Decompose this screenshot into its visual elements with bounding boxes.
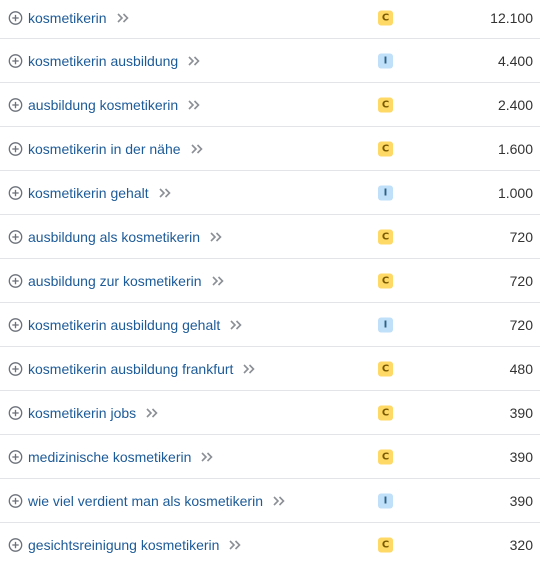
search-volume: 12.100: [490, 9, 533, 26]
table-row: medizinische kosmetikerin C 390: [0, 435, 540, 479]
add-keyword-icon[interactable]: [8, 97, 23, 112]
search-volume: 390: [509, 404, 533, 421]
keyword-link[interactable]: kosmetikerin jobs: [28, 405, 159, 421]
add-keyword-icon[interactable]: [8, 273, 23, 288]
add-keyword-icon[interactable]: [8, 229, 23, 244]
table-row: gesichtsreinigung kosmetikerin C 320: [0, 523, 540, 567]
double-chevron-right-icon[interactable]: [158, 187, 172, 199]
double-chevron-right-icon[interactable]: [211, 275, 225, 287]
add-keyword-icon[interactable]: [8, 361, 23, 376]
keyword-link[interactable]: kosmetikerin in der nähe: [28, 141, 204, 157]
double-chevron-right-icon[interactable]: [187, 99, 201, 111]
double-chevron-right-icon[interactable]: [116, 12, 130, 24]
add-keyword-icon[interactable]: [8, 317, 23, 332]
search-volume: 480: [509, 360, 533, 377]
keyword-label: medizinische kosmetikerin: [28, 448, 192, 465]
double-chevron-right-icon[interactable]: [228, 539, 242, 551]
double-chevron-right-icon[interactable]: [190, 143, 204, 155]
table-row: kosmetikerin C 12.100: [0, 0, 540, 39]
search-volume: 720: [509, 228, 533, 245]
table-row: kosmetikerin ausbildung gehalt I 720: [0, 303, 540, 347]
keyword-label: kosmetikerin ausbildung: [28, 52, 179, 69]
add-keyword-icon[interactable]: [8, 141, 23, 156]
intent-badge: C: [378, 273, 393, 288]
add-keyword-icon[interactable]: [8, 449, 23, 464]
intent-badge: I: [378, 53, 393, 68]
keyword-link[interactable]: ausbildung zur kosmetikerin: [28, 273, 225, 289]
intent-badge: C: [378, 97, 393, 112]
intent-badge: C: [378, 141, 393, 156]
add-keyword-icon[interactable]: [8, 405, 23, 420]
keyword-label: kosmetikerin gehalt: [28, 184, 149, 201]
keyword-label: ausbildung zur kosmetikerin: [28, 272, 202, 289]
intent-badge: I: [378, 317, 393, 332]
double-chevron-right-icon[interactable]: [272, 495, 286, 507]
search-volume: 390: [509, 448, 533, 465]
table-row: ausbildung zur kosmetikerin C 720: [0, 259, 540, 303]
intent-badge: C: [378, 10, 393, 25]
keyword-link[interactable]: wie viel verdient man als kosmetikerin: [28, 493, 286, 509]
double-chevron-right-icon[interactable]: [200, 451, 214, 463]
add-keyword-icon[interactable]: [8, 538, 23, 553]
search-volume: 2.400: [497, 96, 533, 113]
add-keyword-icon[interactable]: [8, 10, 23, 25]
double-chevron-right-icon[interactable]: [187, 55, 201, 67]
add-keyword-icon[interactable]: [8, 185, 23, 200]
keyword-link[interactable]: medizinische kosmetikerin: [28, 449, 214, 465]
intent-badge: C: [378, 405, 393, 420]
table-row: kosmetikerin in der nähe C 1.600: [0, 127, 540, 171]
intent-badge: C: [378, 229, 393, 244]
intent-badge: C: [378, 449, 393, 464]
keyword-label: wie viel verdient man als kosmetikerin: [28, 492, 263, 509]
table-row: kosmetikerin ausbildung I 4.400: [0, 39, 540, 83]
double-chevron-right-icon[interactable]: [209, 231, 223, 243]
keyword-link[interactable]: kosmetikerin gehalt: [28, 185, 172, 201]
table-row: ausbildung als kosmetikerin C 720: [0, 215, 540, 259]
add-keyword-icon[interactable]: [8, 493, 23, 508]
search-volume: 720: [509, 272, 533, 289]
search-volume: 390: [509, 492, 533, 509]
intent-badge: C: [378, 537, 393, 553]
search-volume: 320: [509, 537, 533, 553]
search-volume: 1.000: [497, 184, 533, 201]
table-row: kosmetikerin jobs C 390: [0, 391, 540, 435]
keyword-label: kosmetikerin: [28, 9, 107, 26]
search-volume: 1.600: [497, 140, 533, 157]
keyword-link[interactable]: gesichtsreinigung kosmetikerin: [28, 537, 242, 553]
intent-badge: C: [378, 361, 393, 376]
table-row: wie viel verdient man als kosmetikerin I…: [0, 479, 540, 523]
keyword-link[interactable]: kosmetikerin ausbildung gehalt: [28, 317, 243, 333]
double-chevron-right-icon[interactable]: [145, 407, 159, 419]
keyword-link[interactable]: kosmetikerin ausbildung: [28, 53, 201, 69]
keyword-link[interactable]: ausbildung als kosmetikerin: [28, 229, 223, 245]
keyword-label: ausbildung kosmetikerin: [28, 96, 179, 113]
search-volume: 4.400: [497, 52, 533, 69]
add-keyword-icon[interactable]: [8, 53, 23, 68]
double-chevron-right-icon[interactable]: [229, 319, 243, 331]
keyword-label: kosmetikerin jobs: [28, 404, 137, 421]
intent-badge: I: [378, 493, 393, 508]
keyword-link[interactable]: kosmetikerin ausbildung frankfurt: [28, 361, 256, 377]
table-row: ausbildung kosmetikerin C 2.400: [0, 83, 540, 127]
keyword-label: ausbildung als kosmetikerin: [28, 228, 200, 245]
table-row: kosmetikerin gehalt I 1.000: [0, 171, 540, 215]
table-row: kosmetikerin ausbildung frankfurt C 480: [0, 347, 540, 391]
keyword-link[interactable]: ausbildung kosmetikerin: [28, 97, 201, 113]
keyword-label: gesichtsreinigung kosmetikerin: [28, 537, 220, 553]
keyword-label: kosmetikerin ausbildung frankfurt: [28, 360, 234, 377]
keyword-label: kosmetikerin in der nähe: [28, 140, 181, 157]
keyword-label: kosmetikerin ausbildung gehalt: [28, 316, 221, 333]
keyword-link[interactable]: kosmetikerin: [28, 10, 130, 26]
search-volume: 720: [509, 316, 533, 333]
double-chevron-right-icon[interactable]: [242, 363, 256, 375]
intent-badge: I: [378, 185, 393, 200]
